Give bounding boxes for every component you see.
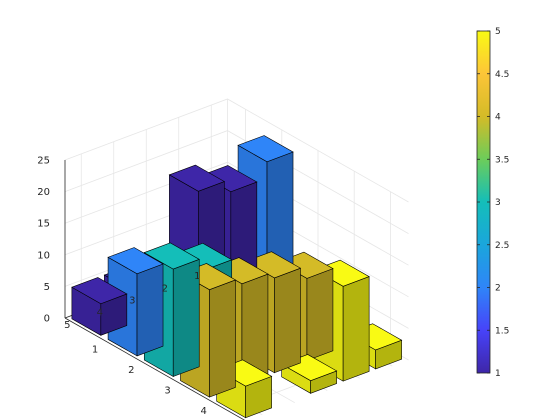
colorbar-tick-label: 1 [495,369,501,379]
colorbar-tick: 3 [477,198,501,208]
colorbar-tick-label: 3 [495,198,501,208]
bar-face-top [107,247,164,275]
colorbar-tick: 2 [477,284,501,294]
colorbar-tick: 3.5 [477,155,509,165]
bars [71,135,403,419]
colorbar-tick-label: 1.5 [495,326,509,336]
colorbar-tick: 4 [477,113,501,123]
bar-face-side [136,263,164,357]
y-tick-labels: 1 2 3 4 5 [64,271,200,331]
colorbar-tick-label: 2 [495,284,501,294]
bar-face-side [209,279,236,398]
bar-face-top [143,242,200,270]
colorbar-tick: 1 [477,369,501,379]
colorbar-tick-label: 3.5 [495,155,509,165]
colorbar-tick-label: 4.5 [495,70,509,80]
x-axis-line [64,317,246,420]
z-tick-label: 15 [37,219,50,230]
bar-r5-c1 [71,277,128,336]
y-tick-label: 5 [64,320,70,331]
bar-face-side [306,268,334,361]
bar-face-top [71,277,128,305]
x-tick-label: 3 [164,386,170,397]
x-tick-label: 1 [92,344,98,355]
z-tick-label: 25 [37,156,50,167]
z-tick-label: 0 [44,314,50,325]
x-tick-label: 2 [128,365,134,376]
z-tick-label: 20 [37,187,50,198]
y-tick-label: 4 [97,308,103,319]
y-tick-label: 1 [194,271,200,282]
colorbar-tick: 4.5 [477,70,509,80]
colorbar-tick-label: 5 [495,27,501,37]
x-tick-label: 4 [201,406,207,417]
z-tick-labels: 0 5 10 15 20 25 [37,156,50,325]
z-tick-label: 5 [44,282,50,293]
y-tick-label: 3 [129,296,135,307]
y-tick-label: 2 [162,283,168,294]
colorbar-tick-label: 4 [495,113,501,123]
bar-face-top [201,165,258,193]
bar-face-top [237,135,294,163]
colorbar-tick: 2.5 [477,241,509,251]
colorbar: 1 1.5 2 2.5 3 3.5 4 4.5 5 [476,27,509,379]
z-tick-label: 10 [37,250,50,261]
bar-face-side [274,267,301,374]
bar-face-top [168,164,226,192]
colorbar-tick: 1.5 [477,326,509,336]
colorbar-tick: 5 [477,27,501,37]
bar-face-side [342,276,370,382]
colorbar-tick-label: 2.5 [495,241,509,251]
